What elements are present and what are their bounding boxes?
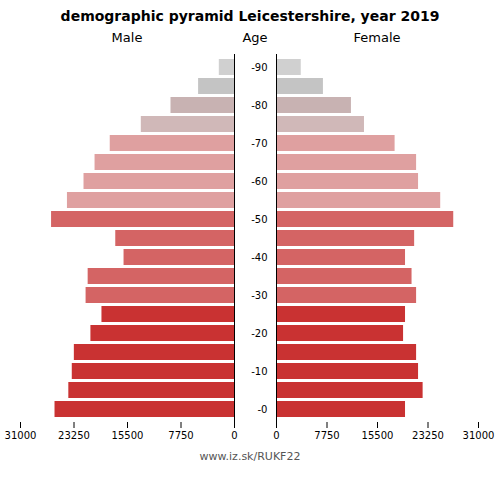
svg-text:23250: 23250 [412,430,444,441]
svg-text:15500: 15500 [112,430,144,441]
html-text:Female: Female [353,30,401,45]
svg-text:-70: -70 [251,138,267,149]
svg-text:7750: 7750 [314,430,339,441]
svg-text:0: 0 [273,430,279,441]
html-text:Age: Age [242,30,268,45]
svg-text:-30: -30 [251,290,267,301]
svg-text:-80: -80 [251,100,267,111]
svg-text:7750: 7750 [168,430,193,441]
svg-text:31000: 31000 [5,430,37,441]
svg-text:-40: -40 [251,252,267,263]
svg-text:23250: 23250 [58,430,90,441]
svg-text:-60: -60 [251,176,267,187]
svg-text:-50: -50 [251,214,267,225]
svg-text:-10: -10 [251,366,267,377]
html-text:www.iz.sk/RUKF22: www.iz.sk/RUKF22 [199,450,301,463]
svg-text:0: 0 [231,430,237,441]
svg-text:15500: 15500 [362,430,394,441]
svg-text:-90: -90 [251,62,267,73]
svg-text:-20: -20 [251,328,267,339]
svg-text:-0: -0 [258,404,268,415]
svg-text:31000: 31000 [463,430,495,441]
html-text:demographic pyramid Leicesters: demographic pyramid Leicestershire, year… [60,8,440,24]
html-text:Male: Male [111,30,143,45]
